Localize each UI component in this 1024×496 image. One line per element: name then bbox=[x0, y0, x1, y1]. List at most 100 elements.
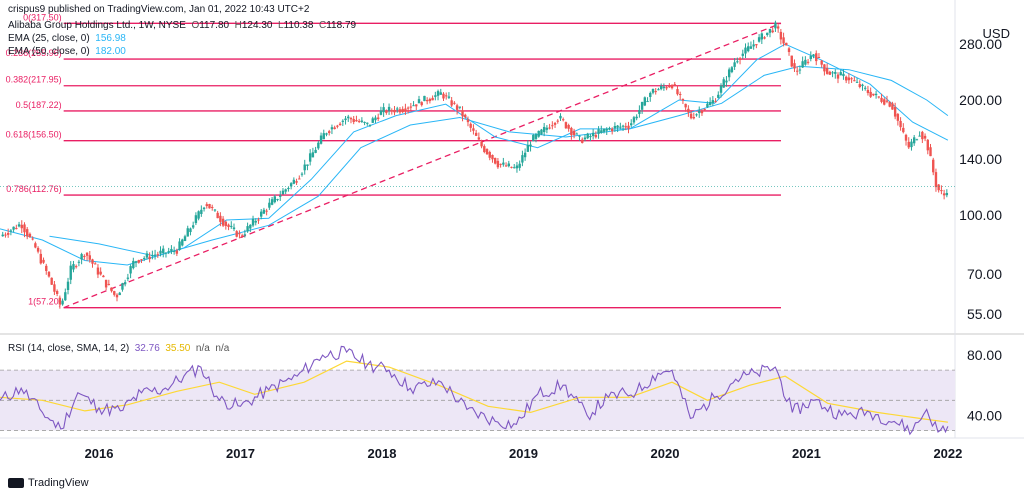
candle-body bbox=[208, 203, 211, 209]
candle-body bbox=[398, 109, 402, 113]
candle-body bbox=[880, 97, 883, 102]
published-note: crispus9 published on TradingView.com, J… bbox=[8, 4, 310, 15]
candle-body bbox=[167, 251, 170, 253]
open-label: O bbox=[191, 20, 200, 31]
open-value: 117.80 bbox=[199, 20, 230, 31]
candle-body bbox=[736, 61, 739, 63]
candle-body bbox=[831, 72, 834, 74]
candle-body bbox=[55, 291, 59, 294]
candle-body bbox=[885, 100, 889, 102]
candle-body bbox=[115, 294, 119, 298]
candle-body bbox=[844, 76, 848, 81]
candle-body bbox=[357, 120, 361, 122]
candle-body bbox=[725, 80, 728, 83]
candle-body bbox=[197, 211, 200, 219]
candle-body bbox=[570, 127, 573, 136]
candle-body bbox=[706, 103, 709, 108]
candle-body bbox=[464, 114, 467, 118]
candle-body bbox=[695, 114, 698, 116]
candle-body bbox=[9, 230, 13, 232]
tradingview-logo[interactable]: TradingView bbox=[8, 477, 89, 489]
candle-body bbox=[515, 165, 519, 169]
candle-body bbox=[659, 85, 663, 90]
candle-body bbox=[638, 109, 641, 114]
candle-body bbox=[469, 123, 472, 128]
rsi-na-2: n/a bbox=[215, 343, 230, 354]
candle-body bbox=[344, 118, 347, 121]
candle-body bbox=[74, 266, 78, 268]
candle-body bbox=[472, 128, 475, 131]
candle-body bbox=[921, 131, 924, 140]
rsi-tick-label: 80.00 bbox=[967, 347, 1002, 363]
candle-body bbox=[692, 116, 696, 119]
candle-body bbox=[910, 141, 913, 148]
candle-body bbox=[390, 110, 393, 112]
price-tick-label: 140.00 bbox=[959, 151, 1002, 167]
candle-body bbox=[872, 93, 875, 96]
candle-body bbox=[493, 157, 497, 164]
rsi-sma-line bbox=[0, 360, 948, 423]
candle-body bbox=[912, 137, 916, 144]
candle-body bbox=[314, 149, 317, 153]
candle-body bbox=[232, 227, 236, 230]
candle-body bbox=[891, 103, 894, 110]
rsi-value: 32.76 bbox=[134, 343, 160, 354]
candle-body bbox=[376, 117, 380, 119]
candle-body bbox=[349, 118, 353, 120]
candle-body bbox=[488, 152, 491, 158]
candle-body bbox=[211, 206, 214, 208]
candle-body bbox=[428, 98, 432, 102]
candle-body bbox=[768, 28, 772, 33]
candle-body bbox=[474, 132, 478, 136]
candle-body bbox=[322, 133, 325, 140]
candle-body bbox=[602, 128, 606, 132]
candle-body bbox=[499, 163, 502, 165]
candle-body bbox=[66, 281, 70, 290]
rsi-legend[interactable]: RSI (14, close, SMA, 14, 2) 32.76 35.50 … bbox=[8, 343, 229, 354]
fib-level-label: 0(317.50) bbox=[23, 12, 62, 22]
fib-level-label: 0.786(112.76) bbox=[6, 184, 61, 194]
candle-body bbox=[670, 85, 674, 89]
candles-group bbox=[1, 20, 949, 309]
candle-body bbox=[102, 275, 105, 278]
candle-body bbox=[630, 123, 633, 126]
candle-body bbox=[518, 163, 521, 168]
candle-body bbox=[224, 221, 228, 226]
candle-body bbox=[502, 162, 505, 165]
candle-body bbox=[445, 95, 448, 97]
candle-body bbox=[175, 250, 179, 254]
candle-body bbox=[254, 220, 257, 223]
candle-body bbox=[839, 72, 842, 76]
candle-body bbox=[401, 108, 404, 112]
candle-body bbox=[774, 22, 777, 29]
candle-body bbox=[597, 129, 600, 134]
candle-body bbox=[319, 135, 323, 144]
candle-body bbox=[477, 137, 481, 140]
candle-body bbox=[259, 211, 263, 217]
price-tick-label: 55.00 bbox=[967, 306, 1002, 322]
candle-body bbox=[156, 254, 160, 256]
ema-fast-legend[interactable]: EMA (25, close, 0) 156.98 bbox=[8, 33, 126, 44]
candle-body bbox=[608, 128, 611, 130]
candle-body bbox=[673, 84, 676, 86]
candle-body bbox=[559, 115, 562, 119]
candle-body bbox=[4, 234, 7, 236]
time-tick-label: 2016 bbox=[85, 446, 114, 461]
candle-body bbox=[877, 96, 881, 98]
candle-body bbox=[787, 48, 791, 53]
candle-body bbox=[265, 210, 268, 212]
candle-body bbox=[657, 89, 660, 91]
ema-slow-legend[interactable]: EMA (50, close, 0) 182.00 bbox=[8, 46, 126, 57]
candle-body bbox=[1, 234, 4, 237]
rsi-tick-label: 40.00 bbox=[967, 407, 1002, 423]
candle-body bbox=[143, 258, 146, 260]
candle-body bbox=[121, 283, 124, 290]
candle-body bbox=[107, 283, 111, 285]
price-tick-label: 100.00 bbox=[959, 207, 1002, 223]
candle-body bbox=[923, 135, 927, 139]
candle-body bbox=[757, 37, 761, 42]
candle-body bbox=[230, 225, 233, 227]
candle-body bbox=[766, 32, 769, 35]
candle-body bbox=[213, 209, 217, 211]
